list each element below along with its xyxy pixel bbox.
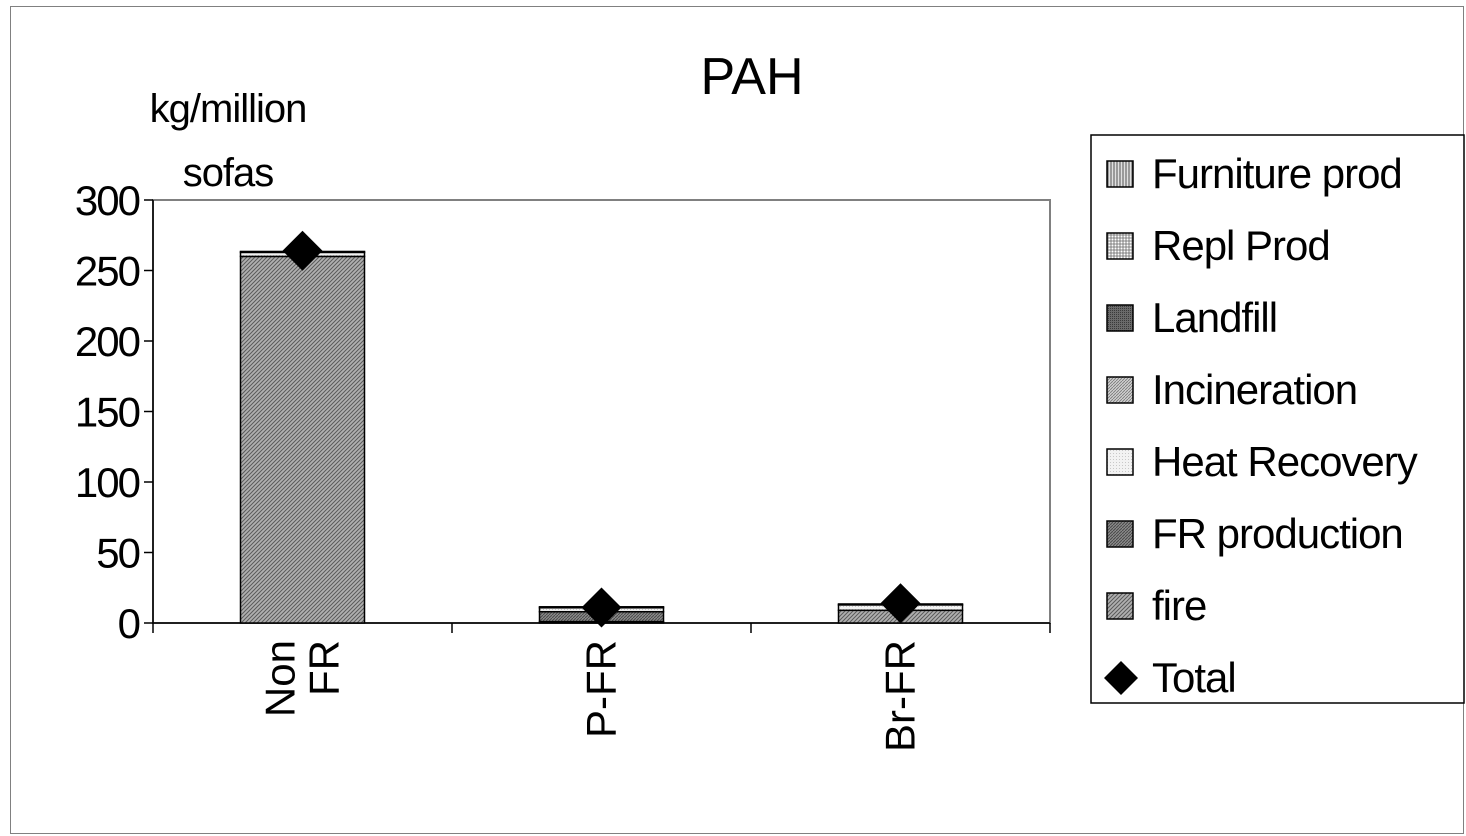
legend-label: FR production	[1152, 510, 1403, 557]
y-tick-label: 100	[75, 459, 140, 506]
total-marker	[282, 230, 323, 271]
legend-swatch	[1106, 520, 1134, 548]
y-tick-label: 300	[75, 177, 140, 224]
y-tick-label: 250	[75, 248, 140, 295]
y-axis: 0 50 100 150 200 250 300	[75, 177, 154, 647]
chart-title: PAH	[700, 48, 803, 106]
total-markers	[282, 230, 921, 628]
legend-swatch	[1106, 160, 1134, 188]
legend-label: Landfill	[1152, 294, 1277, 341]
legend-box	[1090, 134, 1465, 704]
bars	[239, 250, 964, 624]
total-marker	[880, 583, 921, 624]
total-marker	[581, 587, 622, 628]
legend-swatch	[1106, 592, 1134, 620]
legend-label: Heat Recovery	[1152, 438, 1418, 485]
x-category-label: Br-FR	[877, 640, 924, 752]
y-tick-label: 150	[75, 389, 140, 436]
legend-swatch	[1106, 448, 1134, 476]
legend-label: Repl Prod	[1152, 222, 1330, 269]
y-tick-label: 50	[96, 530, 139, 577]
legend-label: Incineration	[1152, 366, 1357, 413]
x-category-label: P-FR	[578, 640, 625, 738]
legend-label: fire	[1152, 582, 1206, 629]
y-axis-label-line1: kg/million	[150, 87, 307, 131]
x-category-label: Non	[257, 640, 304, 717]
legend-label: Furniture prod	[1152, 150, 1402, 197]
legend-swatch	[1106, 376, 1134, 404]
bar-segment-fire	[239, 255, 366, 624]
legend-swatch	[1104, 661, 1138, 695]
y-axis-label-line2: sofas	[183, 151, 274, 195]
y-tick-label: 0	[118, 600, 140, 647]
y-tick-label: 200	[75, 318, 140, 365]
legend: Furniture prod Repl Prod Landfill Incinerat…	[1090, 134, 1465, 704]
x-category-label: FR	[301, 640, 348, 696]
legend-swatch	[1106, 232, 1134, 260]
legend-label: Total	[1152, 654, 1236, 701]
legend-swatch	[1106, 304, 1134, 332]
